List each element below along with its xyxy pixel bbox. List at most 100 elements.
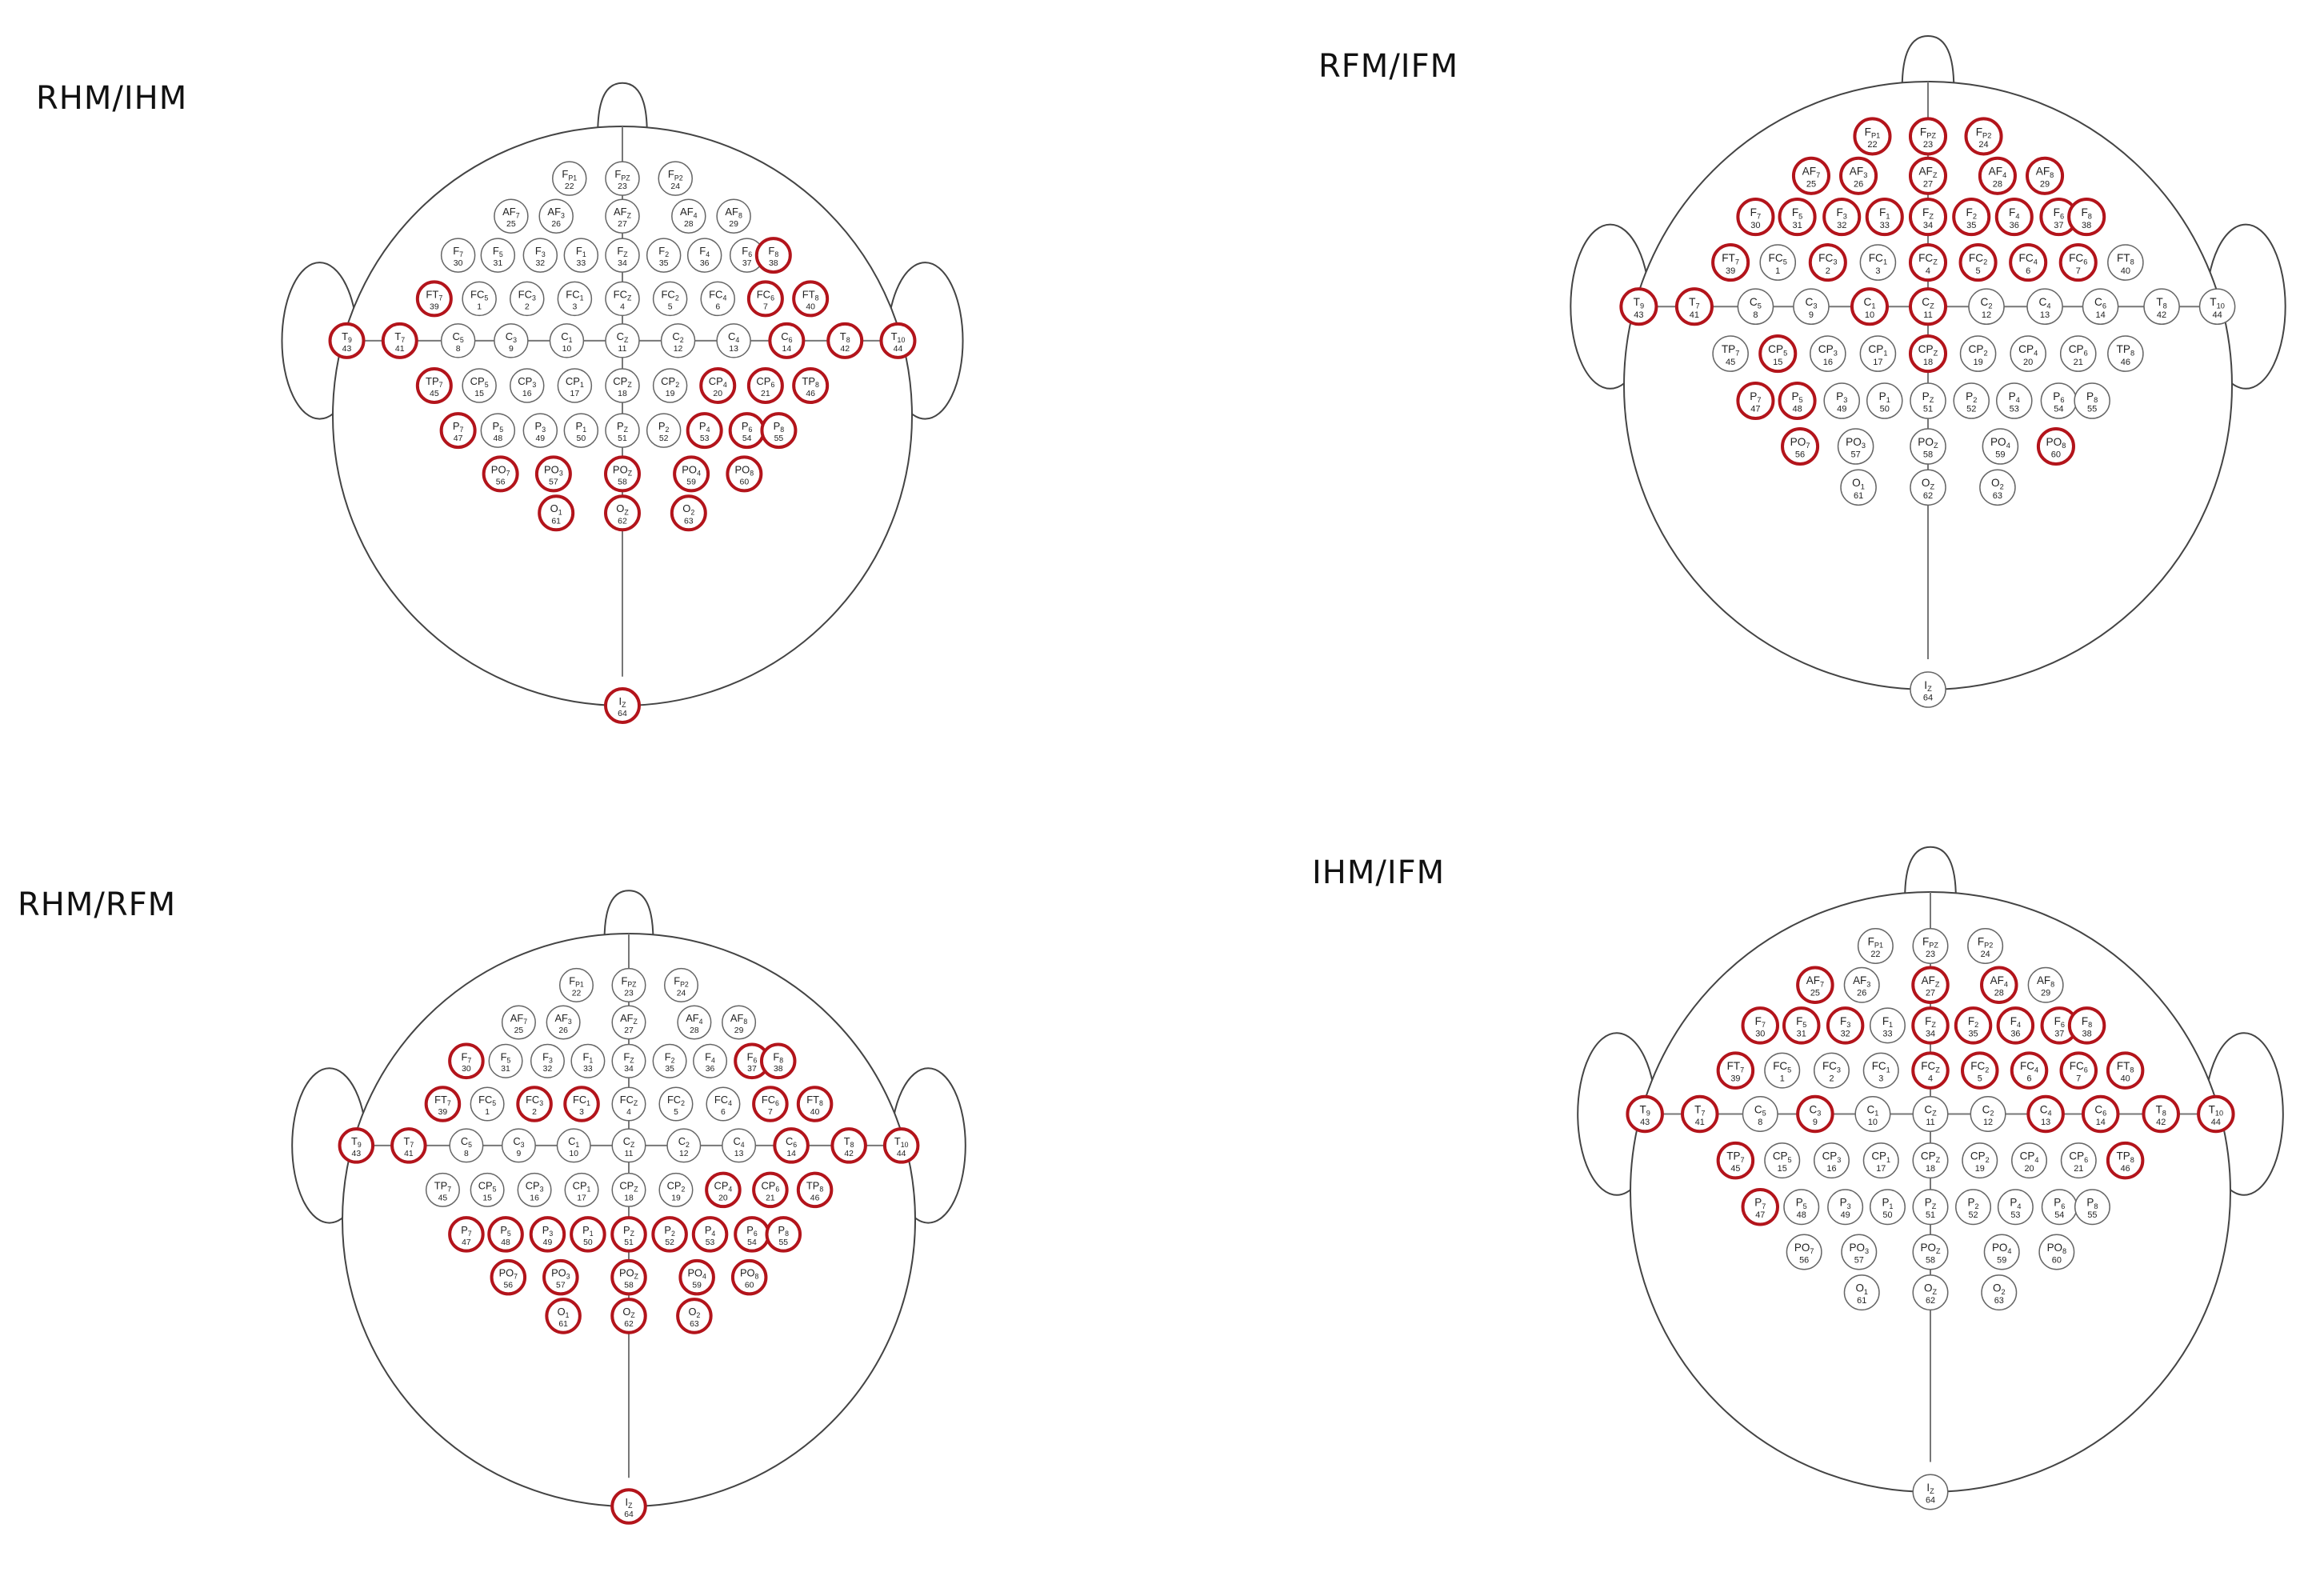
electrode-label: CP2 [1969, 343, 1988, 357]
electrode-highlight-ring [1911, 1006, 1950, 1045]
electrode-label: PO8 [2046, 436, 2066, 450]
electrode-label: TP7 [1726, 1150, 1744, 1164]
electrode-number: 24 [677, 989, 686, 998]
electrode-number: 47 [462, 1238, 471, 1247]
electrode-number: 49 [1837, 405, 1846, 414]
electrode-ring [1737, 288, 1774, 325]
electrode-number: 22 [565, 182, 574, 191]
electrode-highlight-ring [610, 1488, 647, 1525]
electrode-label: PO8 [740, 1267, 759, 1281]
electrode-ring [1837, 428, 1874, 465]
electrode-label: F3 [542, 1050, 553, 1064]
electrode-label: TP7 [434, 1179, 451, 1193]
electrode-number: 48 [493, 434, 502, 443]
electrode-number: 48 [501, 1238, 510, 1247]
electrode-label: P3 [535, 420, 546, 434]
electrode-number: 12 [1983, 1118, 1993, 1127]
electrode-number: 34 [624, 1065, 634, 1074]
electrode-ring [522, 413, 558, 448]
electrode-number: 61 [558, 1320, 568, 1329]
electrode-number: 50 [583, 1238, 593, 1247]
electrode-ring [2143, 288, 2180, 325]
electrode-number: 29 [2040, 179, 2050, 189]
electrode-number: 55 [2087, 405, 2097, 414]
electrode-highlight-ring [882, 1127, 920, 1164]
electrode-ring [563, 238, 599, 273]
electrode-number: 39 [1730, 1074, 1740, 1084]
electrode-number: 47 [454, 434, 463, 443]
electrode-label: P7 [1750, 390, 1761, 404]
electrode-number: 3 [1878, 1074, 1883, 1084]
electrode-label: C3 [1809, 1103, 1821, 1117]
electrode-label: CP5 [1773, 1150, 1792, 1164]
electrode-number: 43 [1640, 1118, 1650, 1127]
electrode-highlight-ring [1980, 966, 2018, 1004]
electrode-label: C6 [2094, 1103, 2106, 1117]
electrode-number: 6 [715, 302, 720, 311]
electrode-number: 56 [1795, 450, 1805, 460]
electrode-highlight-ring [760, 412, 798, 450]
electrode-number: 53 [2010, 1210, 2020, 1220]
electrode-ring [462, 281, 497, 317]
electrode-highlight-ring [826, 322, 864, 359]
electrode-label: FC3 [526, 1094, 543, 1107]
electrode-ring [1968, 288, 2005, 325]
electrode-ring [693, 1043, 728, 1078]
electrode-ring [425, 1172, 460, 1207]
electrode-ring [510, 281, 545, 317]
electrode-number: 10 [1868, 1118, 1878, 1127]
electrode-label: F1 [583, 1050, 594, 1064]
electrode-label: P5 [1796, 1197, 1807, 1210]
electrode-highlight-ring [2025, 156, 2065, 195]
electrode-label: FC1 [566, 288, 583, 302]
electrode-ring [658, 1086, 694, 1122]
electrode-number: 11 [625, 1150, 634, 1158]
electrode-ring [1912, 1096, 1949, 1132]
electrode-number: 7 [763, 302, 768, 311]
electrode-label: AF7 [510, 1012, 527, 1026]
electrode-number: 44 [897, 1150, 906, 1158]
electrode-ring [522, 238, 558, 273]
electrode-label: FPZ [1922, 935, 1938, 949]
electrode-label: C2 [672, 330, 683, 344]
electrode-label: F3 [1840, 1015, 1850, 1029]
electrode-number: 2 [525, 302, 530, 311]
electrode-highlight-ring [381, 322, 418, 359]
electrode-label: CZ [617, 330, 629, 344]
electrode-number: 40 [2121, 1074, 2130, 1084]
electrode-label: CP4 [714, 1179, 733, 1193]
electrode-ring [1910, 428, 1946, 465]
electrode-label: PO4 [1992, 1242, 2012, 1255]
electrode-number: 58 [624, 1281, 634, 1290]
electrode-label: AF4 [1990, 974, 2008, 988]
electrode-ring [1866, 382, 1903, 419]
electrode-highlight-ring [1681, 1094, 1719, 1134]
electrode-number: 51 [624, 1238, 634, 1247]
electrode-label: P4 [705, 1224, 716, 1238]
electrode-number: 6 [721, 1108, 726, 1117]
electrode-number: 4 [1928, 1074, 1933, 1084]
electrode-ring [449, 1128, 484, 1163]
